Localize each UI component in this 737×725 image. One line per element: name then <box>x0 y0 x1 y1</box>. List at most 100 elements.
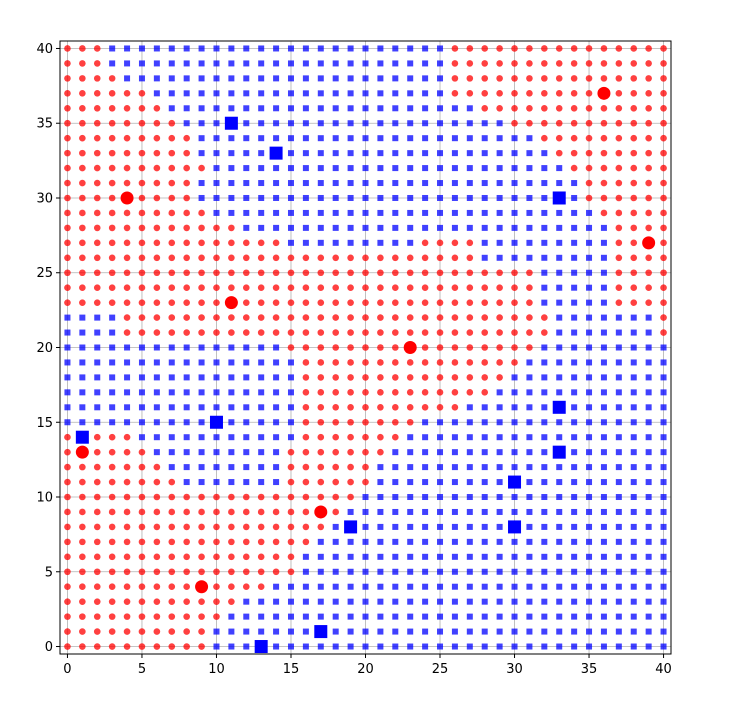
blue-point <box>571 404 578 411</box>
red-point <box>332 254 339 262</box>
blue-point <box>437 150 444 157</box>
red-point <box>615 299 623 306</box>
red-point <box>421 284 429 291</box>
blue-point <box>362 553 369 560</box>
red-point <box>302 404 310 411</box>
red-point <box>496 299 503 306</box>
red-point <box>138 508 146 516</box>
red-point <box>213 254 220 262</box>
red-point <box>347 478 354 486</box>
blue-point <box>541 568 548 575</box>
red-point <box>660 45 667 52</box>
blue-point <box>481 165 488 172</box>
red-point <box>392 284 399 291</box>
blue-point <box>392 165 399 172</box>
blue-point <box>496 553 503 560</box>
blue-point <box>600 284 607 291</box>
red-point <box>198 613 205 620</box>
red-point <box>183 179 190 187</box>
red-point <box>79 149 86 157</box>
blue-point <box>287 150 294 157</box>
red-point <box>242 254 250 262</box>
blue-point <box>615 568 622 575</box>
red-point <box>660 329 667 336</box>
blue-point <box>362 583 369 590</box>
blue-point <box>258 165 265 172</box>
blue-point <box>422 150 429 157</box>
blue-point <box>273 165 280 172</box>
blue-point <box>377 628 384 635</box>
red-point <box>406 254 414 262</box>
red-point <box>287 284 295 291</box>
blue-point <box>571 628 578 635</box>
red-point <box>317 404 325 411</box>
blue-point <box>511 194 518 201</box>
blue-point <box>273 479 280 486</box>
blue-point <box>422 419 429 426</box>
red-point <box>213 239 220 247</box>
highlight-blue-point <box>209 415 223 429</box>
blue-point <box>451 494 458 501</box>
blue-point <box>407 120 414 127</box>
blue-point <box>586 329 593 336</box>
red-point <box>153 583 161 591</box>
red-point <box>302 344 310 351</box>
red-point <box>272 553 280 561</box>
red-point <box>645 134 652 142</box>
blue-point <box>168 419 175 426</box>
blue-point <box>392 494 399 501</box>
blue-point <box>511 568 518 575</box>
blue-point <box>526 613 533 620</box>
red-point <box>153 508 161 516</box>
blue-point <box>168 374 175 381</box>
red-point <box>630 104 638 112</box>
blue-point <box>243 404 250 411</box>
blue-point <box>511 404 518 411</box>
red-point <box>362 269 369 277</box>
red-point <box>645 149 652 157</box>
blue-point <box>451 613 458 620</box>
blue-point <box>362 120 369 127</box>
blue-point <box>586 299 593 306</box>
red-point <box>481 75 489 82</box>
red-point <box>93 433 101 441</box>
blue-point <box>526 209 533 216</box>
red-point <box>123 314 131 321</box>
red-point <box>585 134 593 142</box>
blue-point <box>64 419 71 426</box>
red-point <box>436 269 444 277</box>
red-point <box>481 104 489 112</box>
blue-point <box>496 479 503 486</box>
blue-point <box>153 374 160 381</box>
blue-point <box>258 150 265 157</box>
red-point <box>257 493 265 501</box>
red-point <box>406 404 414 411</box>
red-point <box>332 269 339 277</box>
blue-point <box>466 434 473 441</box>
blue-point <box>168 359 175 366</box>
blue-point <box>630 628 637 635</box>
blue-point <box>586 494 593 501</box>
blue-point <box>332 209 339 216</box>
blue-point <box>183 75 190 82</box>
blue-point <box>228 389 235 396</box>
blue-point <box>287 209 294 216</box>
blue-point <box>660 464 667 471</box>
red-point <box>123 463 131 471</box>
red-point <box>421 389 429 396</box>
red-point <box>64 149 71 157</box>
red-point <box>79 553 86 561</box>
blue-point <box>138 45 145 52</box>
blue-point <box>287 374 294 381</box>
blue-point <box>392 135 399 142</box>
red-point <box>168 314 176 321</box>
blue-point <box>571 299 578 306</box>
blue-point <box>600 613 607 620</box>
red-point <box>421 239 429 247</box>
blue-point <box>526 224 533 231</box>
red-point <box>406 329 414 336</box>
blue-point <box>422 60 429 67</box>
blue-point <box>571 374 578 381</box>
red-point <box>466 90 474 97</box>
red-point <box>64 508 71 516</box>
